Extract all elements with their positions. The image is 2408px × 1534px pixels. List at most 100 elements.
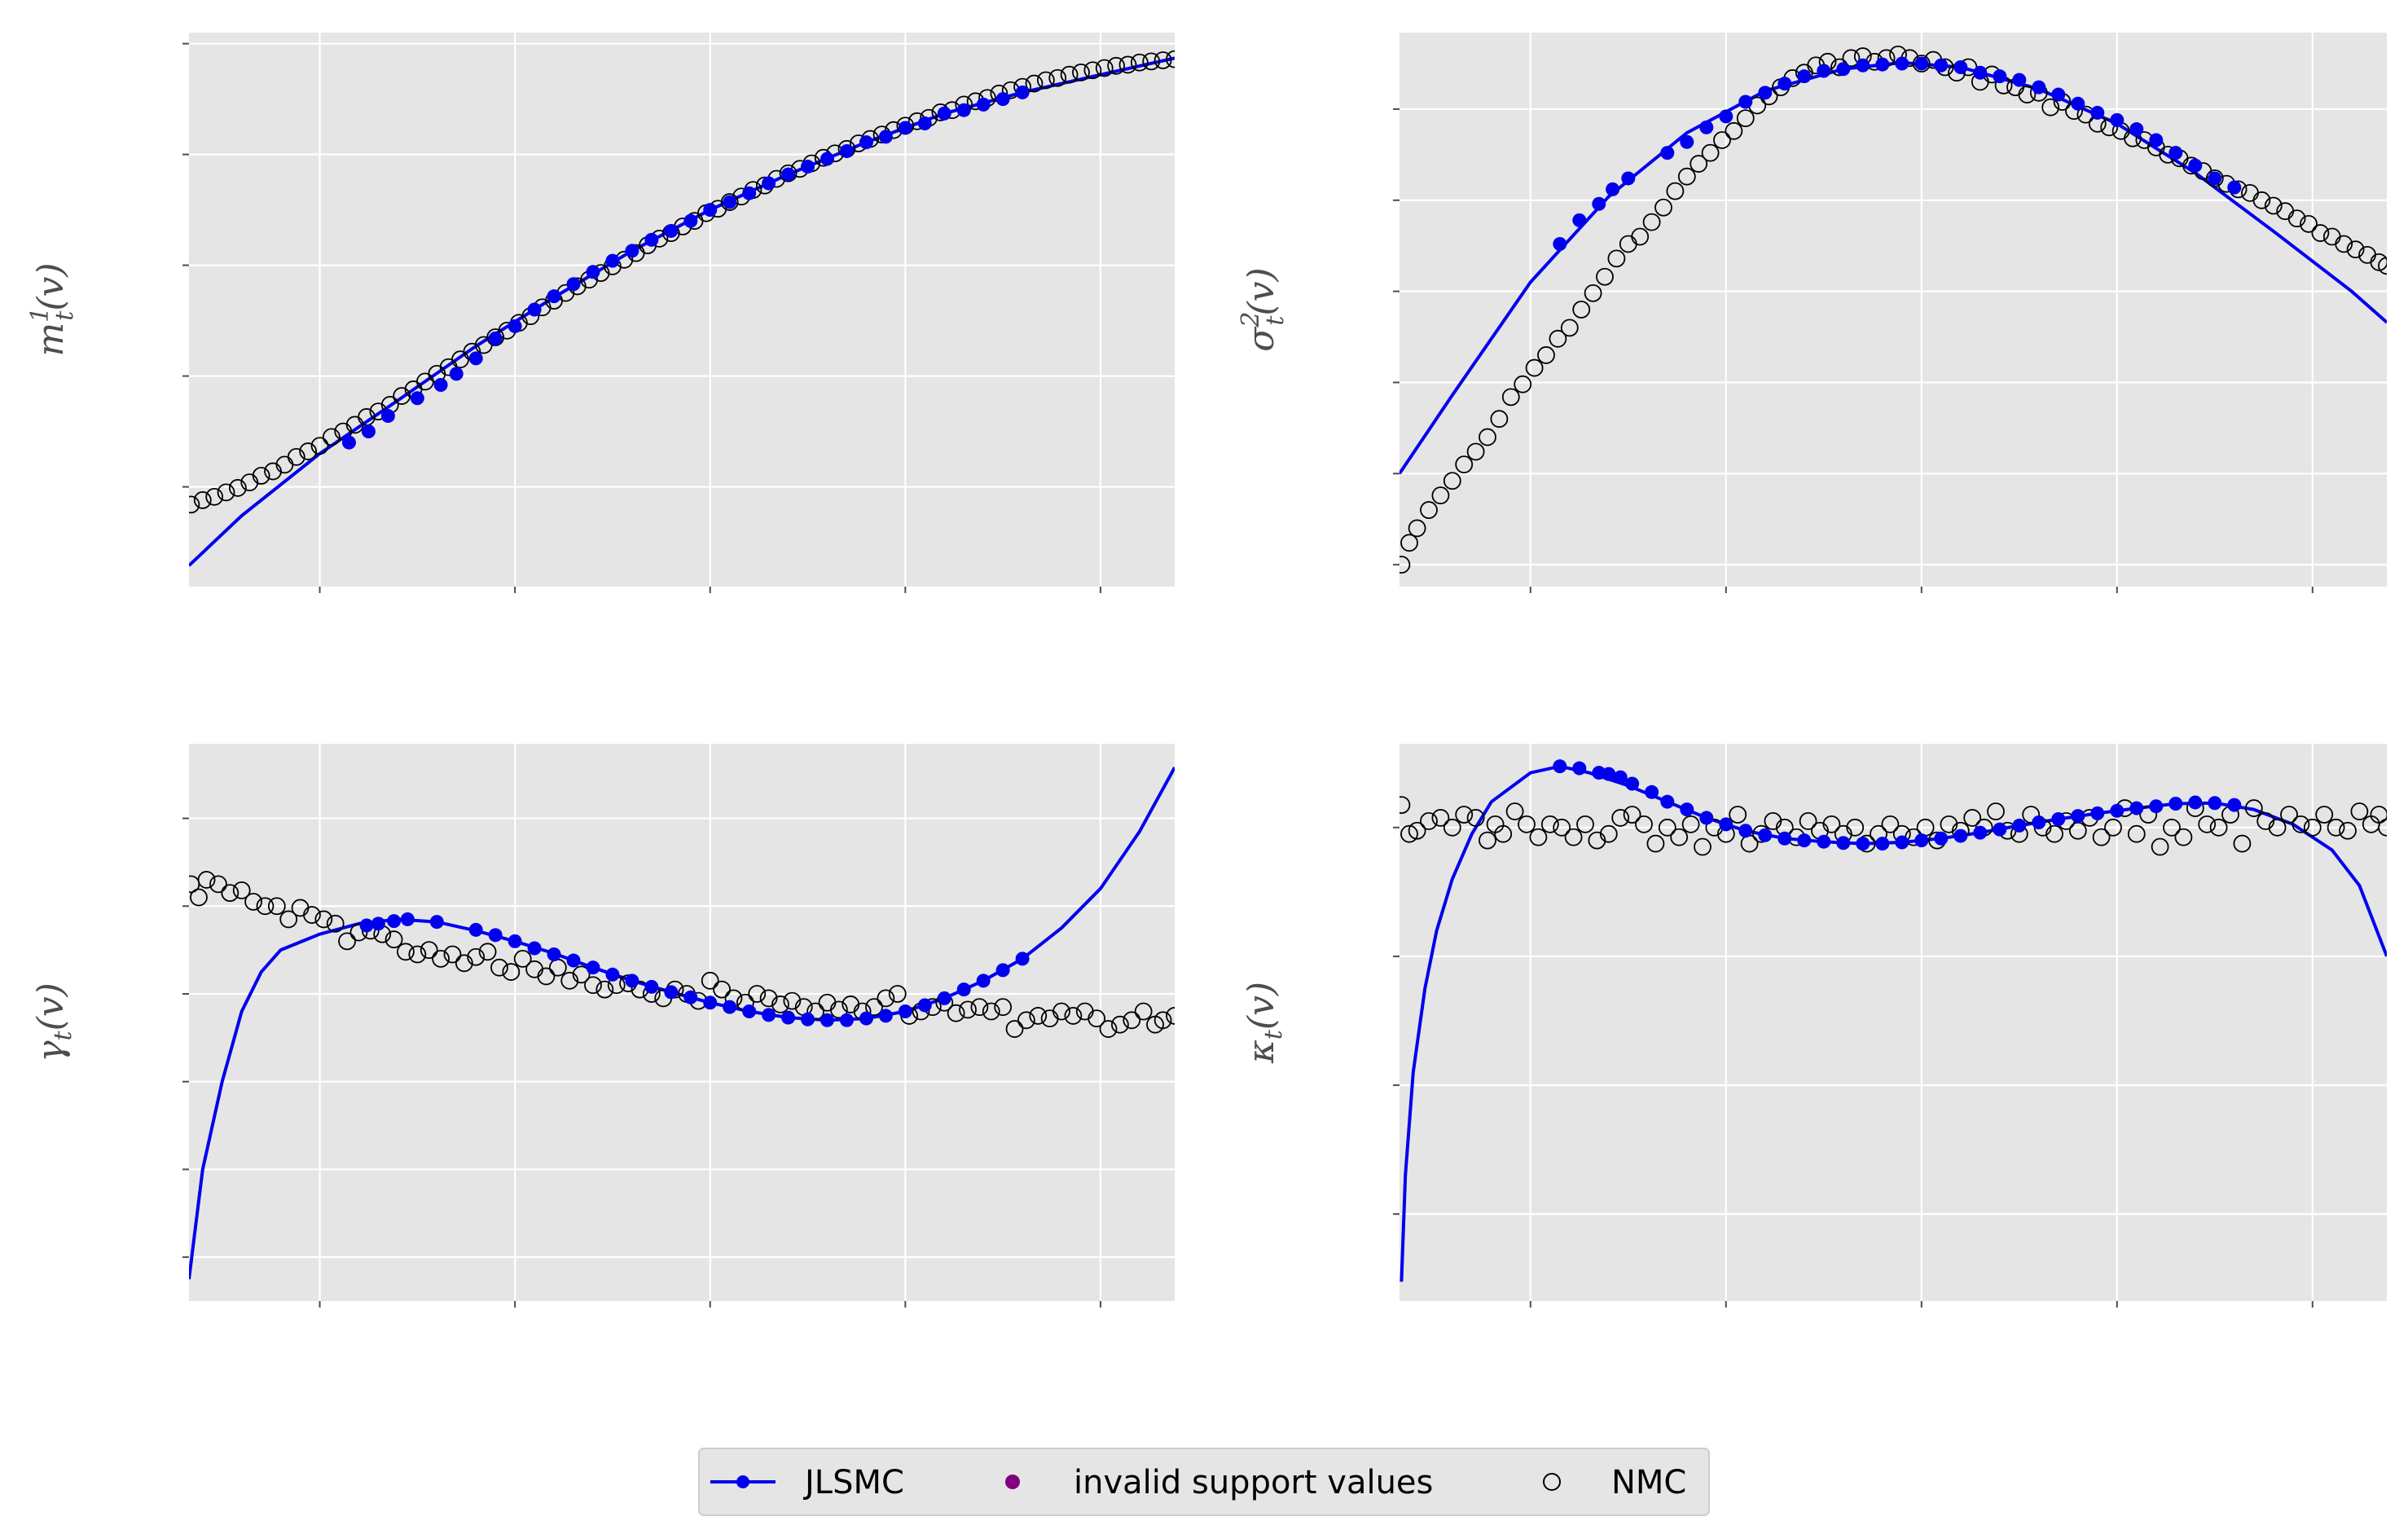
nmc-point	[338, 932, 356, 951]
jlsmc-point	[2149, 799, 2164, 814]
nmc-point	[713, 980, 732, 999]
jlsmc-point	[1613, 770, 1628, 785]
jlsmc-point	[2129, 122, 2144, 137]
nmc-point	[1431, 809, 1450, 827]
jlsmc-point	[2188, 795, 2203, 810]
nmc-point	[1701, 143, 1720, 162]
nmc-point	[279, 910, 298, 929]
jlsmc-point	[2227, 798, 2242, 812]
nmc-point	[1529, 828, 1548, 846]
jlsmc-point	[1553, 236, 1567, 251]
nmc-point	[970, 998, 989, 1017]
nmc-point	[1501, 388, 1520, 407]
jlsmc-point	[605, 253, 620, 268]
jlsmc-point	[917, 998, 932, 1013]
legend: JLSMC invalid support values NMC	[698, 1448, 1710, 1516]
legend-entry-nmc: NMC	[1543, 1464, 1686, 1501]
nmc-point	[783, 991, 802, 1010]
nmc-point	[1443, 818, 1461, 837]
nmc-point	[2256, 811, 2275, 830]
jlsmc-point	[1953, 60, 1968, 74]
nmc-point	[1635, 815, 1653, 833]
nmc-point	[2264, 196, 2283, 215]
plot-background	[189, 33, 1175, 587]
jlsmc-point	[586, 265, 600, 279]
nmc-point	[2174, 828, 2193, 846]
jlsmc-point	[449, 367, 464, 381]
nmc-point	[1494, 824, 1513, 843]
nmc-point	[1142, 52, 1161, 71]
jlsmc-point	[664, 223, 679, 238]
jlsmc-point	[468, 351, 483, 366]
nmc-point	[190, 888, 208, 907]
nmc-point	[1408, 519, 1426, 538]
jlsmc-point	[1953, 829, 1968, 843]
jlsmc-point	[762, 1008, 776, 1022]
nmc-point	[982, 1002, 1000, 1021]
nmc-point	[1400, 556, 1411, 574]
nmc-point	[2041, 98, 2060, 116]
jlsmc-point	[2208, 171, 2222, 186]
jlsmc-point	[1660, 794, 1675, 809]
jlsmc-point	[2012, 818, 2027, 833]
jlsmc-point	[547, 947, 561, 962]
jlsmc-point	[742, 186, 757, 200]
nmc-point	[2100, 118, 2119, 137]
jlsmc-point	[1592, 196, 1606, 211]
jlsmc-point	[1856, 837, 1870, 851]
nmc-point	[1083, 61, 1102, 80]
jlsmc-point	[781, 1010, 796, 1025]
jlsmc-point	[433, 377, 448, 392]
jlsmc-point	[1572, 761, 1587, 776]
nmc-point	[1443, 472, 1461, 490]
jlsmc-point	[2071, 809, 2085, 824]
jlsmc-point	[1797, 833, 1812, 848]
jlsmc-point	[2188, 158, 2203, 173]
nmc-point	[310, 437, 329, 455]
nmc-point	[1466, 809, 1485, 827]
jlsmc-point	[839, 144, 854, 159]
nmc-point	[2198, 815, 2217, 833]
jlsmc-point	[1680, 802, 1694, 817]
nmc-point	[267, 897, 286, 916]
nmc-point	[1479, 428, 1496, 446]
legend-invalid-marker	[1005, 1475, 1020, 1489]
jlsmc-point	[1856, 58, 1870, 73]
nmc-point	[1646, 834, 1665, 853]
nmc-point	[1560, 319, 1579, 337]
nmc-point	[2370, 253, 2387, 271]
panel-first-moment: m1t(v)	[26, 33, 1175, 593]
nmc-point	[1713, 131, 1731, 149]
nmc-point	[1607, 249, 1626, 268]
jlsmc-point	[429, 915, 444, 930]
nmc-point	[1596, 267, 1614, 286]
jlsmc-point	[1934, 58, 1949, 73]
jlsmc-point	[839, 1013, 854, 1027]
nmc-point	[467, 947, 486, 966]
jlsmc-point	[1680, 134, 1694, 149]
jlsmc-point	[468, 922, 483, 937]
nmc-point	[1420, 501, 1438, 519]
jlsmc-point	[1817, 834, 1831, 849]
jlsmc-point	[2169, 797, 2183, 811]
nmc-point	[221, 884, 239, 903]
nmc-point	[2045, 824, 2063, 843]
jlsmc-point	[2051, 812, 2066, 827]
y-axis-label: γt(v)	[30, 982, 77, 1062]
jlsmc-point	[2110, 112, 2125, 127]
nmc-point	[490, 958, 508, 977]
nmc-point	[1052, 1002, 1070, 1021]
nmc-point	[1064, 1007, 1083, 1025]
panel-second-moment: σ2t(v)	[1237, 33, 2387, 593]
nmc-point	[299, 442, 318, 460]
jlsmc-point	[1625, 776, 1640, 791]
nmc-point	[2370, 806, 2387, 824]
nmc-point	[1822, 815, 1841, 833]
nmc-point	[2327, 818, 2345, 837]
legend-entry-invalid: invalid support values	[1005, 1464, 1433, 1501]
nmc-point	[1095, 59, 1114, 77]
nmc-point	[806, 1002, 825, 1021]
nmc-point	[2104, 818, 2122, 837]
panel-kurtosis: κt(v)	[1241, 744, 2387, 1308]
